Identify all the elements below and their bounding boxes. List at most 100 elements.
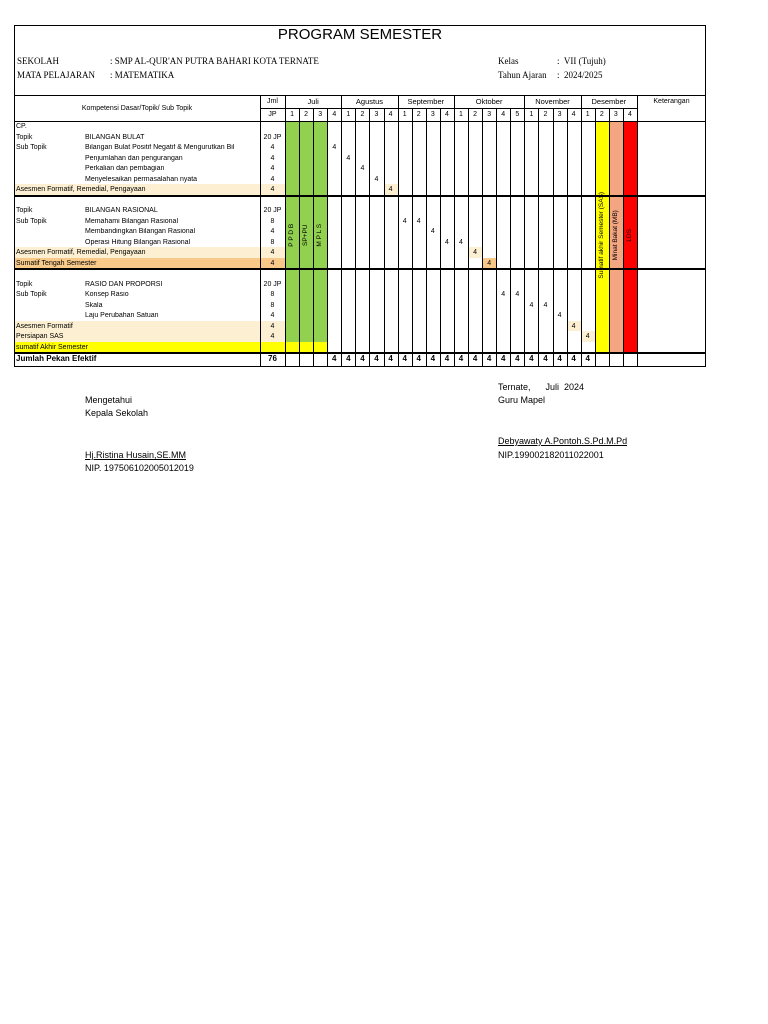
row-jp: 4 [270, 228, 275, 235]
h-rule [260, 108, 637, 109]
row-label: CP. [16, 123, 27, 130]
row-label: Asesmen Formatif, Remedial, Pengayaan [16, 249, 146, 256]
total-week: 4 [332, 354, 337, 363]
header-week: 1 [402, 111, 407, 118]
header-week: 1 [529, 111, 534, 118]
v-rule [260, 95, 261, 367]
header-jml: Jml [267, 98, 278, 105]
total-week: 4 [374, 354, 379, 363]
week-value: 4 [585, 333, 590, 340]
h-rule [14, 194, 706, 197]
total-week: 4 [515, 354, 520, 363]
info-value: : MATEMATIKA [110, 70, 175, 80]
header-week: 2 [473, 111, 478, 118]
row-label: Persiapan SAS [16, 333, 64, 340]
week-value: 4 [501, 291, 506, 298]
header-week: 3 [374, 111, 379, 118]
header-week: 2 [416, 111, 421, 118]
week-value: 4 [473, 249, 478, 256]
v-rule [341, 95, 343, 367]
week-value: 4 [416, 217, 421, 225]
info-key: Tahun Ajaran [498, 70, 547, 80]
header-week: 4 [332, 111, 337, 118]
sign-role: Kepala Sekolah [85, 408, 149, 418]
cell-highlight [482, 257, 497, 268]
week-value: 4 [374, 175, 379, 183]
v-rule [327, 108, 329, 367]
row-topic: Memahami Bilangan Rasional [85, 217, 178, 225]
total-week: 4 [388, 354, 393, 363]
row-topic: Konsep Rasio [85, 291, 129, 298]
row-topic: Bilangan Bulat Positif Negatif & Menguru… [85, 144, 235, 151]
h-rule [14, 121, 706, 122]
row-label: sumatif Akhir Semester [16, 343, 88, 351]
row-jp: 8 [270, 238, 275, 246]
header-month: Agustus [355, 97, 384, 106]
band [594, 121, 609, 352]
row-jp: 4 [270, 249, 275, 256]
cell-highlight [566, 320, 581, 331]
header-month: September [407, 97, 445, 106]
info-value: : VII (Tujuh) [557, 56, 606, 66]
header-week: 4 [571, 111, 576, 118]
info-key: SEKOLAH [17, 56, 59, 66]
row-topic: Perkalian dan pembagian [85, 165, 165, 172]
row-label: Sub Topik [16, 291, 47, 298]
header-week: 3 [430, 111, 435, 118]
row-topic: Skala [85, 301, 103, 309]
v-rule [622, 108, 624, 367]
header-week: 4 [444, 111, 449, 118]
total-week: 4 [346, 354, 351, 363]
header-week: 2 [543, 111, 548, 118]
total-week: 4 [458, 354, 464, 363]
total-week: 4 [529, 354, 534, 363]
row-label: Asesmen Formatif, Remedial, Pengayaan [16, 186, 146, 193]
header-week: 1 [585, 111, 590, 118]
v-rule [299, 108, 301, 367]
row-jp: 20 JP [263, 207, 282, 214]
cell-highlight [580, 331, 595, 342]
header-week: 5 [515, 111, 520, 118]
row-jp: 4 [270, 333, 275, 340]
h-rule [14, 352, 706, 354]
v-rule [594, 108, 596, 367]
total-jp: 76 [268, 354, 277, 363]
row-topic: RASIO DAN PROPORSI [85, 280, 163, 288]
v-rule [524, 95, 526, 367]
v-rule [552, 108, 554, 367]
header-month: November [535, 97, 570, 106]
band [622, 121, 637, 352]
v-rule [538, 108, 540, 367]
header-month: Juli [307, 97, 319, 106]
row-jp: 4 [270, 165, 275, 172]
row-jp: 4 [270, 322, 275, 330]
v-rule [355, 108, 357, 367]
v-rule [453, 95, 455, 367]
row-label: Topik [16, 280, 33, 288]
v-rule [383, 108, 385, 367]
band [299, 121, 314, 352]
info-key: MATA PELAJARAN [17, 70, 96, 80]
info-value: : 2024/2025 [557, 70, 603, 80]
row-jp: 4 [270, 312, 275, 319]
total-week: 4 [571, 354, 576, 363]
total-label: Jumlah Pekan Efektif [16, 354, 97, 363]
v-rule [425, 108, 427, 367]
sign-nip: NIP. 197506102005012019 [85, 463, 194, 473]
h-rule [14, 268, 706, 270]
header-week: 4 [627, 111, 632, 118]
row-topic: Operasi Hitung Bilangan Rasional [85, 238, 191, 246]
row-highlight [14, 184, 285, 195]
header-week: 2 [360, 111, 365, 118]
row-jp: 8 [270, 217, 275, 225]
row-topic: Penjumlahan dan pengurangan [85, 154, 183, 162]
v-rule [482, 108, 484, 367]
header-topic: Kompetensi Dasar/Topik/ Sub Topik [81, 105, 193, 112]
row-jp: 8 [270, 301, 275, 309]
row-label: Sub Topik [16, 144, 47, 151]
week-value: 4 [444, 238, 449, 246]
total-week: 4 [557, 354, 562, 363]
week-value: 4 [543, 301, 548, 309]
sign-nip: NIP.199002182011022001 [498, 450, 604, 460]
info-value: : SMP AL-QUR'AN PUTRA BAHARI KOTA TERNAT… [110, 56, 319, 66]
